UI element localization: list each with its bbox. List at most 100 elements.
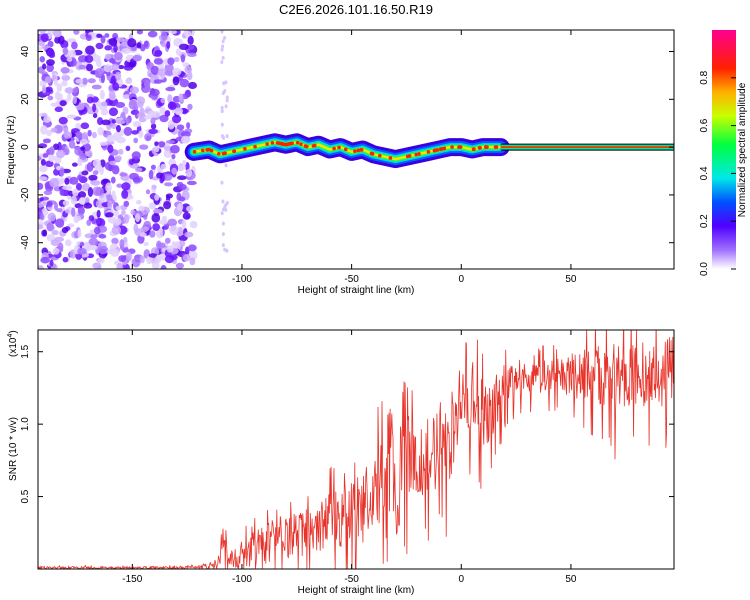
noise-speckle	[121, 189, 129, 199]
noise-speckle	[107, 200, 113, 210]
top-x-tick-label: 50	[565, 274, 577, 285]
ridge-peak	[312, 143, 317, 148]
noise-speckle	[104, 53, 112, 60]
noise-speckle	[43, 116, 51, 123]
noise-speckle	[108, 107, 119, 117]
noise-speckle	[86, 96, 94, 104]
noise-speckle	[116, 136, 126, 144]
noise-speckle	[138, 205, 145, 213]
noise-speckle	[91, 84, 102, 90]
noise-speckle	[53, 202, 59, 211]
noise-speckle	[156, 229, 164, 239]
noise-speckle	[179, 78, 190, 88]
noise-speckle	[221, 199, 225, 204]
noise-speckle	[117, 64, 125, 70]
bottom-y-tick-label: 1.5	[20, 344, 31, 358]
noise-speckle	[183, 30, 192, 37]
noise-speckle	[163, 173, 173, 181]
noise-speckle	[64, 177, 70, 185]
noise-speckle	[144, 133, 152, 142]
noise-speckle	[114, 218, 122, 226]
noise-speckle	[88, 237, 99, 247]
noise-speckle	[66, 114, 77, 119]
noise-speckle	[52, 247, 60, 255]
noise-speckle	[136, 30, 143, 35]
noise-speckle	[88, 244, 98, 251]
noise-speckle	[105, 182, 112, 193]
noise-speckle	[92, 131, 97, 139]
noise-speckle	[88, 215, 95, 222]
ridge-peak	[493, 145, 498, 149]
noise-speckle	[139, 144, 149, 150]
noise-speckle	[221, 91, 225, 96]
noise-speckle	[50, 127, 58, 133]
ridge-peak	[439, 147, 444, 151]
noise-speckle	[72, 188, 79, 197]
ridge-peak	[417, 152, 421, 156]
noise-speckle	[182, 254, 191, 262]
noise-speckle	[75, 182, 82, 191]
noise-speckle	[77, 174, 83, 181]
noise-speckle	[78, 191, 87, 199]
noise-speckle	[148, 253, 158, 258]
noise-speckle	[125, 145, 131, 152]
noise-speckle	[104, 45, 112, 51]
bottom-y-tick-label: 1.0	[20, 417, 31, 431]
noise-speckle	[111, 119, 117, 124]
noise-speckle	[144, 79, 151, 88]
noise-speckle	[111, 190, 116, 199]
noise-speckle	[125, 78, 132, 85]
noise-speckle	[100, 108, 109, 116]
noise-speckle	[119, 172, 128, 177]
noise-speckle	[46, 222, 54, 232]
bottom-y-axis-label: SNR (10 * v/v)	[8, 417, 19, 481]
noise-speckle	[59, 177, 65, 185]
ridge-peak	[388, 156, 393, 160]
colorbar-tick-label: 0.0	[699, 262, 710, 276]
noise-speckle	[166, 245, 174, 253]
noise-speckle	[180, 54, 186, 63]
noise-speckle	[80, 122, 90, 130]
bottom-x-tick-label: 50	[565, 574, 577, 585]
noise-speckle	[156, 172, 163, 179]
noise-speckle	[179, 196, 186, 202]
scale-factor-suffix: )	[8, 330, 19, 333]
noise-speckle	[40, 256, 51, 264]
noise-speckle	[154, 141, 159, 147]
noise-speckle	[225, 200, 229, 205]
noise-speckle	[59, 167, 65, 177]
noise-speckle	[38, 156, 42, 161]
ridge-peak	[414, 152, 418, 157]
noise-speckle	[69, 176, 79, 185]
ridge-peak	[337, 145, 341, 150]
noise-speckle	[55, 165, 62, 171]
noise-speckle	[171, 167, 178, 175]
noise-speckle	[143, 114, 152, 120]
noise-speckle	[38, 176, 48, 181]
noise-speckle	[188, 250, 198, 261]
noise-speckle	[110, 176, 116, 184]
top-y-tick-label: -20	[20, 187, 31, 202]
noise-speckle	[168, 255, 178, 260]
noise-speckle	[151, 111, 161, 118]
noise-speckle	[81, 170, 89, 176]
noise-speckle	[40, 213, 45, 221]
noise-speckle	[94, 68, 103, 78]
noise-speckle	[186, 205, 194, 212]
ridge-peak	[216, 151, 221, 156]
noise-speckle	[139, 232, 147, 238]
top-y-tick-label: 40	[20, 46, 31, 58]
noise-speckle	[104, 33, 110, 38]
noise-speckle	[172, 76, 180, 86]
noise-speckle	[73, 30, 80, 35]
noise-speckle	[64, 87, 75, 94]
noise-speckle	[97, 127, 105, 136]
noise-speckle	[173, 107, 184, 115]
noise-speckle	[116, 262, 124, 269]
noise-speckle	[166, 41, 171, 49]
ridge-peak	[472, 147, 476, 151]
noise-speckle	[40, 124, 48, 135]
colorbar-ticks: 0.0 0.2 0.4 0.6 0.8	[699, 70, 736, 276]
noise-speckle	[158, 219, 168, 225]
noise-speckle	[167, 94, 173, 103]
